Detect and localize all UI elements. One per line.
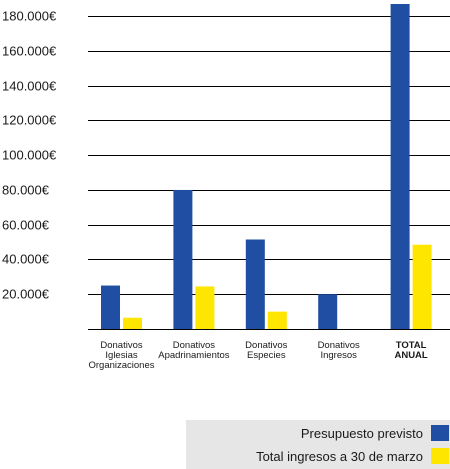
x-category-label: Donativos Apadrinamientos [158, 340, 230, 361]
x-category-label-line: Donativos [173, 340, 215, 351]
x-category-label: TOTAL ANUAL [394, 340, 427, 361]
bar-budget [390, 4, 410, 329]
x-category-label-line: TOTAL [396, 340, 427, 351]
x-category-label: Donativos Ingresos [318, 340, 360, 361]
legend-swatch-budget [431, 425, 449, 441]
bar-budget [245, 239, 265, 329]
gridlines [88, 16, 450, 330]
x-category-label-line: Especies [247, 350, 286, 361]
y-tick-label: 140.000€ [2, 79, 57, 94]
x-category-label-line: Apadrinamientos [158, 350, 230, 361]
legend-label-income: Total ingresos a 30 de marzo [256, 448, 423, 464]
legend-label-budget: Presupuesto previsto [300, 425, 423, 441]
y-tick-label: 20.000€ [2, 287, 50, 302]
x-category-label-line: Donativos [100, 340, 142, 351]
x-category-label-line: Organizaciones [88, 360, 154, 371]
x-category-label-line: Donativos [318, 340, 360, 351]
x-category-label: Donativos Especies [245, 340, 287, 361]
legend-swatch-income [431, 448, 449, 464]
y-tick-label: 60.000€ [2, 218, 50, 233]
y-tick-label: 120.000€ [2, 113, 57, 128]
x-category-label-line: Iglesias [105, 350, 137, 361]
y-tick-label: 80.000€ [2, 183, 50, 198]
bar-income [412, 244, 432, 329]
x-category-label-line: Donativos [245, 340, 287, 351]
bar-income [123, 317, 142, 329]
y-tick-label: 160.000€ [2, 44, 57, 59]
x-category-label: Donativos Iglesias Organizaciones [88, 340, 154, 371]
legend: Presupuesto previsto Total ingresos a 30… [186, 420, 450, 469]
y-tick-label: 40.000€ [2, 252, 50, 267]
legend-item-budget: Presupuesto previsto [301, 423, 450, 443]
bar-budget [101, 285, 120, 329]
bar-budget [173, 189, 193, 329]
bars [101, 4, 432, 329]
y-axis-labels: 20.000€ 40.000€ 60.000€ 80.000€ 100.000€ 120.… [2, 9, 57, 302]
y-tick-label: 100.000€ [2, 148, 57, 163]
bar-chart: 20.000€ 40.000€ 60.000€ 80.000€ 100.000€ 120.… [2, 4, 450, 371]
x-axis-labels: Donativos Iglesias OrganizacionesDonativos… [88, 340, 427, 371]
bar-income [195, 286, 215, 329]
x-category-label-line: ANUAL [394, 350, 427, 361]
y-tick-label: 180.000€ [2, 9, 57, 24]
bar-budget [318, 294, 338, 329]
x-category-label-line: Ingresos [320, 350, 357, 361]
bar-income [267, 311, 287, 329]
legend-item-income: Total ingresos a 30 de marzo [256, 446, 450, 466]
